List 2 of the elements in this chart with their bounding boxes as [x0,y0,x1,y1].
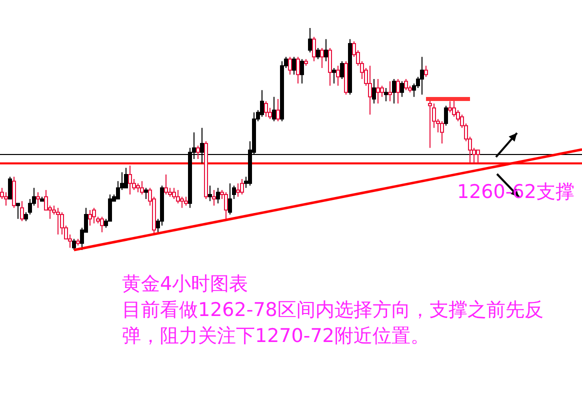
text: 目前看做1262-78区间内选择方向，支撑之前先反弹，阻力关注下1270-72附近位置。 [122,298,544,349]
text: 黄金4小时图表 [122,272,250,297]
